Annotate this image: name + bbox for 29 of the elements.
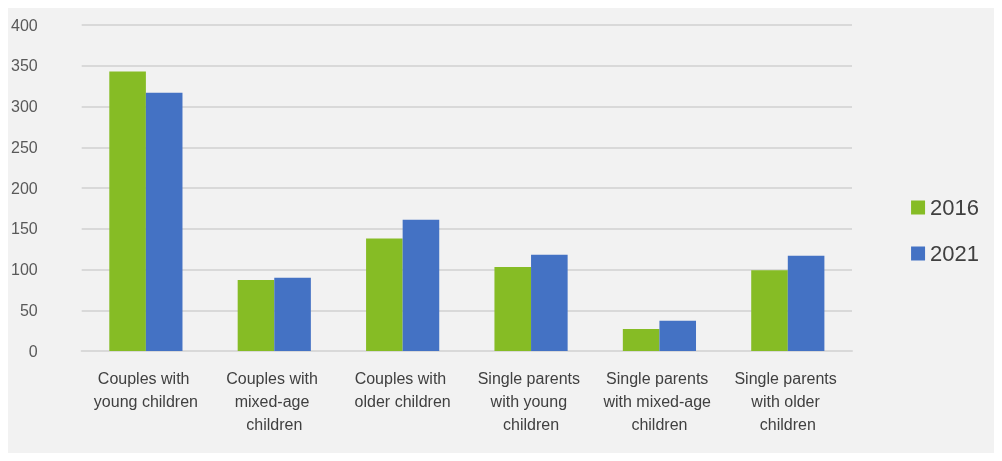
x-tick-label: Single parents with mixed-age children: [602, 370, 716, 433]
y-tick-label: 300: [10, 98, 38, 115]
legend-label: 2016: [930, 195, 980, 220]
bar: [145, 92, 183, 351]
bar: [787, 255, 825, 351]
y-tick-label: 50: [19, 301, 38, 319]
bar: [109, 71, 146, 351]
bar: [531, 254, 568, 351]
x-tick-label: Single parents with young children: [477, 370, 585, 433]
bar: [237, 280, 275, 351]
x-tick-label: Couples with mixed-age children: [226, 370, 323, 433]
bar: [494, 267, 532, 351]
y-tick-label: 350: [10, 57, 38, 75]
y-tick-label: 400: [10, 16, 38, 34]
bar: [402, 219, 440, 351]
x-tick-label: Couples with older children: [354, 370, 451, 410]
y-tick-label: 0: [28, 342, 38, 360]
y-tick-label: 200: [10, 179, 38, 197]
y-tick-label: 100: [10, 261, 38, 278]
bar: [622, 329, 660, 351]
bar: [659, 320, 697, 351]
legend-label: 2021: [930, 241, 980, 266]
bar: [366, 238, 403, 351]
x-tick-label: Couples with young children: [93, 370, 198, 410]
y-tick-label: 150: [10, 220, 38, 238]
bar: [751, 270, 788, 351]
y-tick-label: 250: [10, 138, 38, 156]
x-tick-label: Single parents with older children: [734, 370, 842, 433]
bar: [274, 277, 311, 351]
